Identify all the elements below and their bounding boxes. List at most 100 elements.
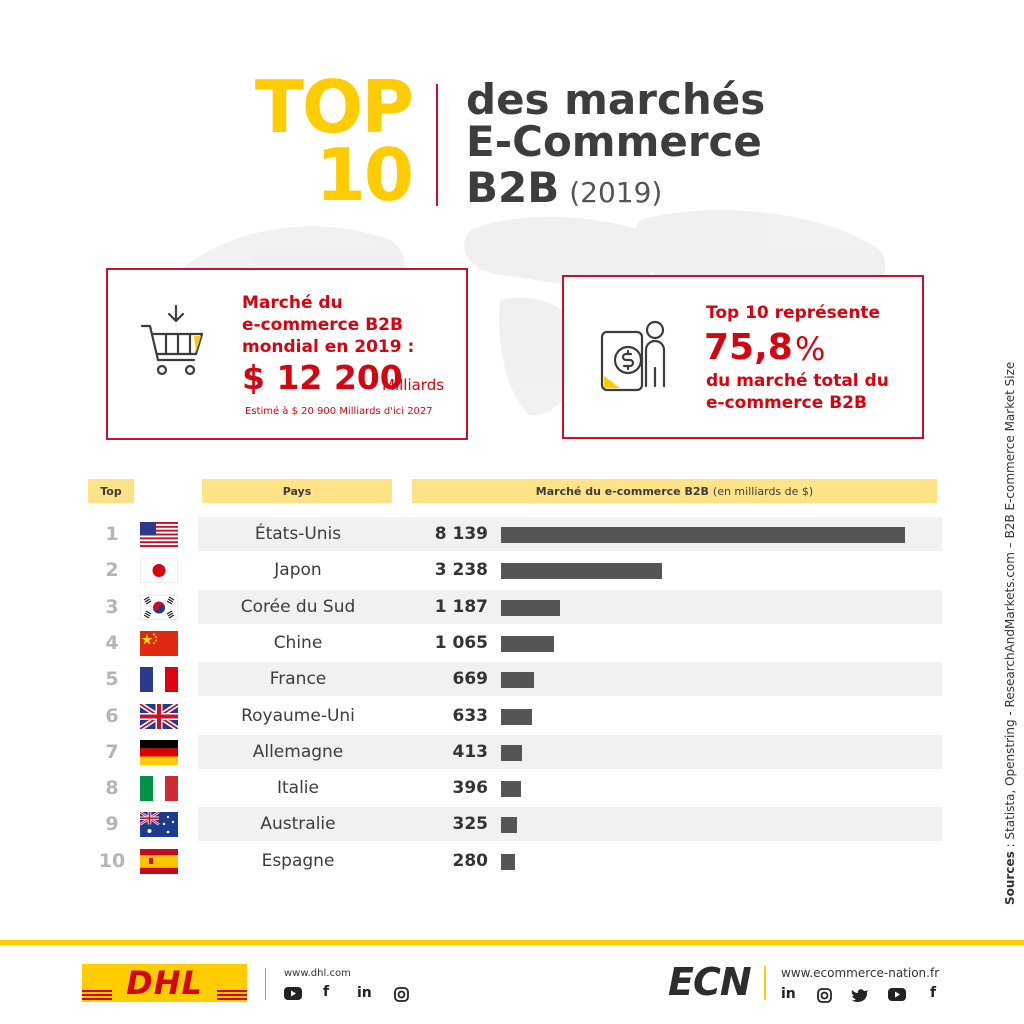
row-bar — [501, 744, 522, 761]
dhl-logo[interactable]: DHL — [126, 964, 203, 1002]
ecn-divider — [764, 966, 766, 1000]
row-value-label: 1 187 — [434, 596, 488, 617]
title-top-number: 10 — [315, 133, 414, 217]
row-rank: 7 — [105, 740, 119, 763]
top10-share-percent: 75,8 — [704, 327, 793, 368]
row-country: Allemagne — [252, 741, 344, 762]
row-country: Australie — [260, 814, 336, 835]
row-rank: 4 — [105, 631, 119, 654]
top10-share-line3: du marché total du — [706, 371, 889, 391]
twitter-icon[interactable] — [851, 988, 869, 1003]
table-row-background — [198, 589, 942, 624]
footer-divider-line — [0, 940, 1024, 945]
row-bar — [501, 853, 515, 870]
facebook-icon[interactable]: f — [323, 984, 330, 1000]
italy-flag-icon — [140, 776, 178, 802]
row-country: Italie — [276, 778, 319, 799]
youtube-icon[interactable] — [284, 987, 302, 1001]
facebook-icon[interactable]: f — [930, 985, 937, 1001]
global-market-line1: Marché du — [242, 293, 343, 313]
row-country: France — [269, 669, 327, 690]
global-market-estimate: Estimé à $ 20 900 Milliards d'ici 2027 — [245, 406, 433, 417]
row-country: Chine — [273, 632, 323, 653]
australia-flag-icon — [139, 811, 178, 838]
row-rank: 3 — [105, 595, 119, 618]
row-value-label: 3 238 — [434, 560, 488, 581]
row-value-label: 325 — [452, 814, 489, 835]
row-country: Royaume-Uni — [241, 705, 355, 726]
column-header-market: Marché du e-commerce B2B (en milliards de… — [412, 479, 937, 503]
ecn-logo[interactable]: ECN — [668, 960, 752, 1004]
youtube-icon[interactable] — [888, 988, 906, 1002]
south-korea-flag-icon — [139, 594, 179, 621]
global-market-unit: Milliards — [382, 376, 445, 394]
global-market-amount: $ 12 200 — [242, 358, 403, 397]
row-value-label: 396 — [452, 778, 489, 799]
row-rank: 2 — [105, 559, 119, 582]
dhl-url[interactable]: www.dhl.com — [284, 968, 351, 979]
row-country: Corée du Sud — [240, 596, 356, 617]
row-country: États-Unis — [254, 524, 342, 544]
row-rank: 1 — [105, 523, 119, 545]
title-divider — [436, 84, 438, 206]
china-flag-icon — [140, 630, 178, 656]
title-year: (2019) — [569, 176, 663, 209]
column-header-market-label: Marché du e-commerce B2B — [535, 484, 709, 498]
top10-share-line4: e-commerce B2B — [706, 393, 867, 413]
instagram-icon[interactable] — [817, 988, 832, 1003]
title-line-1: des marchés — [466, 75, 766, 124]
title-line-2: E-Commerce — [466, 117, 762, 166]
row-value-label: 413 — [452, 741, 489, 762]
row-bar — [501, 527, 905, 543]
table-row-background — [198, 807, 942, 842]
top10-share-line1: Top 10 représente — [706, 303, 881, 323]
column-header-market-unit: (en milliards de $) — [712, 484, 814, 498]
france-flag-icon — [140, 667, 178, 693]
column-header-top: Top — [88, 479, 134, 503]
title-top-word: TOP — [254, 65, 414, 149]
sources-text: : Statista, Openstring - ResearchAndMark… — [1003, 361, 1017, 852]
row-bar — [501, 817, 517, 834]
row-value-label: 8 139 — [434, 524, 488, 544]
row-bar — [501, 781, 521, 798]
table-row-background — [198, 662, 942, 697]
row-rank: 10 — [98, 849, 126, 872]
sources-label: Sources — [1003, 851, 1017, 905]
title-line-3: B2B (2019) — [466, 166, 662, 215]
linkedin-icon[interactable]: in — [357, 985, 372, 1001]
spain-flag-icon — [140, 848, 178, 874]
row-bar — [501, 672, 534, 689]
row-bar — [501, 599, 560, 616]
sources-note: Sources : Statista, Openstring - Researc… — [1003, 362, 1017, 905]
uk-flag-icon — [138, 701, 180, 731]
title-b2b: B2B — [466, 163, 560, 212]
row-bar — [501, 635, 554, 652]
row-value-label: 1 065 — [434, 632, 488, 653]
us-flag-icon — [140, 522, 178, 547]
top10-share-percent-sign: % — [795, 330, 826, 368]
linkedin-icon[interactable]: in — [781, 986, 796, 1002]
phone-dollar-person-icon — [600, 320, 666, 392]
global-market-box — [106, 268, 468, 440]
row-country: Espagne — [261, 850, 335, 871]
global-market-line3: mondial en 2019 : — [242, 337, 415, 357]
instagram-icon[interactable] — [394, 987, 409, 1002]
row-bar — [501, 708, 532, 725]
shopping-cart-icon — [140, 304, 204, 376]
row-value-label: 669 — [452, 669, 489, 690]
row-value-label: 280 — [452, 850, 489, 871]
dhl-logo-stripes — [82, 990, 247, 1000]
row-rank: 9 — [105, 813, 119, 836]
row-rank: 5 — [105, 668, 119, 691]
row-rank: 8 — [105, 777, 119, 800]
dhl-divider — [265, 968, 266, 1000]
column-header-pays: Pays — [202, 479, 392, 503]
japan-flag-icon — [139, 557, 179, 584]
dhl-logo-background — [82, 964, 247, 1002]
row-country: Japon — [274, 560, 322, 581]
global-market-line2: e-commerce B2B — [242, 315, 403, 335]
row-rank: 6 — [105, 704, 119, 727]
germany-flag-icon — [140, 739, 178, 765]
ecn-url[interactable]: www.ecommerce-nation.fr — [781, 966, 940, 980]
row-bar — [501, 563, 662, 580]
